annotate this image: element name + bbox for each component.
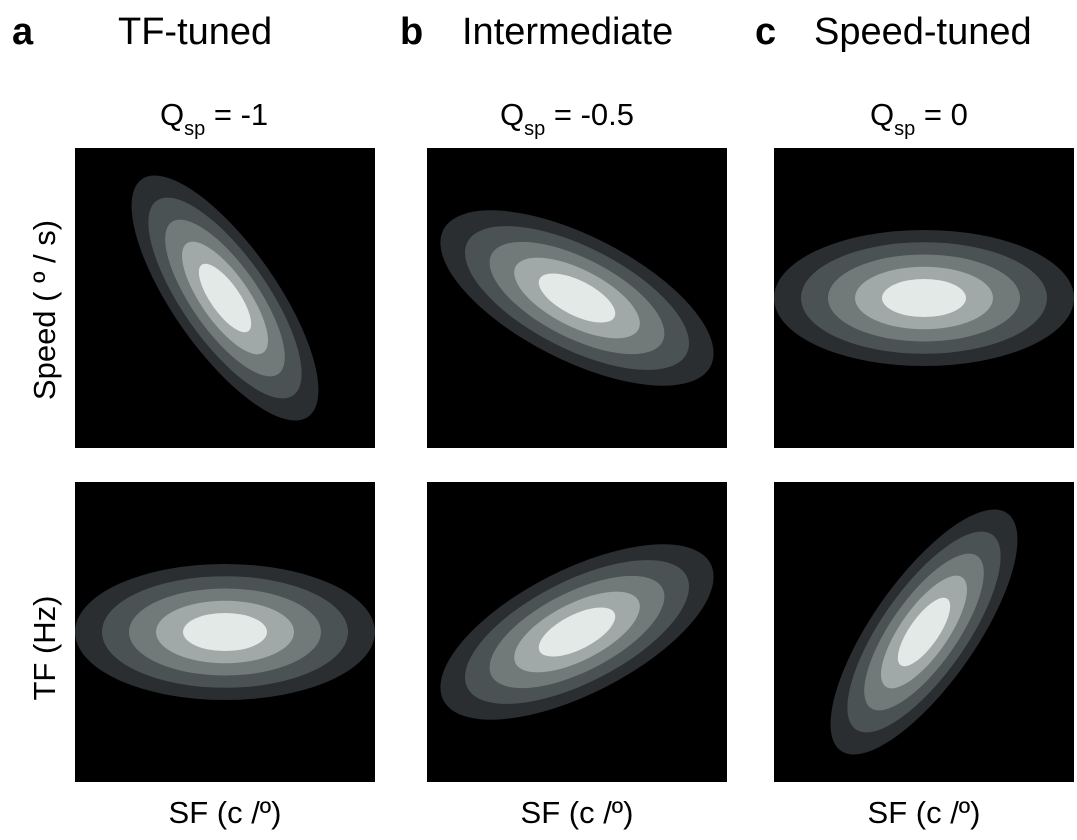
contour-level-5 [882,278,966,318]
y-axis-label-tf: TF (Hz) [27,595,62,701]
x-axis-label-c: SF (c /º) [867,795,981,830]
panel-title-c: Speed-tuned [814,11,1032,53]
tf-sf-plot-b [427,482,727,782]
panel-title-b: Intermediate [462,11,674,53]
contour-level-5 [538,273,616,323]
panel-letter-a: a [12,11,34,53]
x-axis-label-a: SF (c /º) [168,795,282,830]
panel-letter-c: c [755,11,777,53]
speed-sf-plot-c [774,148,1074,448]
speed-sf-plot-a [75,148,375,448]
qsp-label-b: Qsp = -0.5 [500,97,634,140]
panel-title-a: TF-tuned [118,11,273,53]
panel-letter-b: b [400,11,424,53]
speed-sf-plot-b [427,148,727,448]
contour-level-5 [538,607,616,657]
y-axis-label-speed: Speed ( º / s) [27,219,62,401]
qsp-label-c: Qsp = 0 [870,97,968,140]
contour-level-5 [183,612,267,652]
tf-sf-plot-a [75,482,375,782]
qsp-label-a: Qsp = -1 [160,97,269,140]
tf-sf-plot-c [774,482,1074,782]
contour-level-5 [198,263,252,333]
x-axis-label-b: SF (c /º) [520,795,634,830]
contour-level-5 [897,597,951,667]
